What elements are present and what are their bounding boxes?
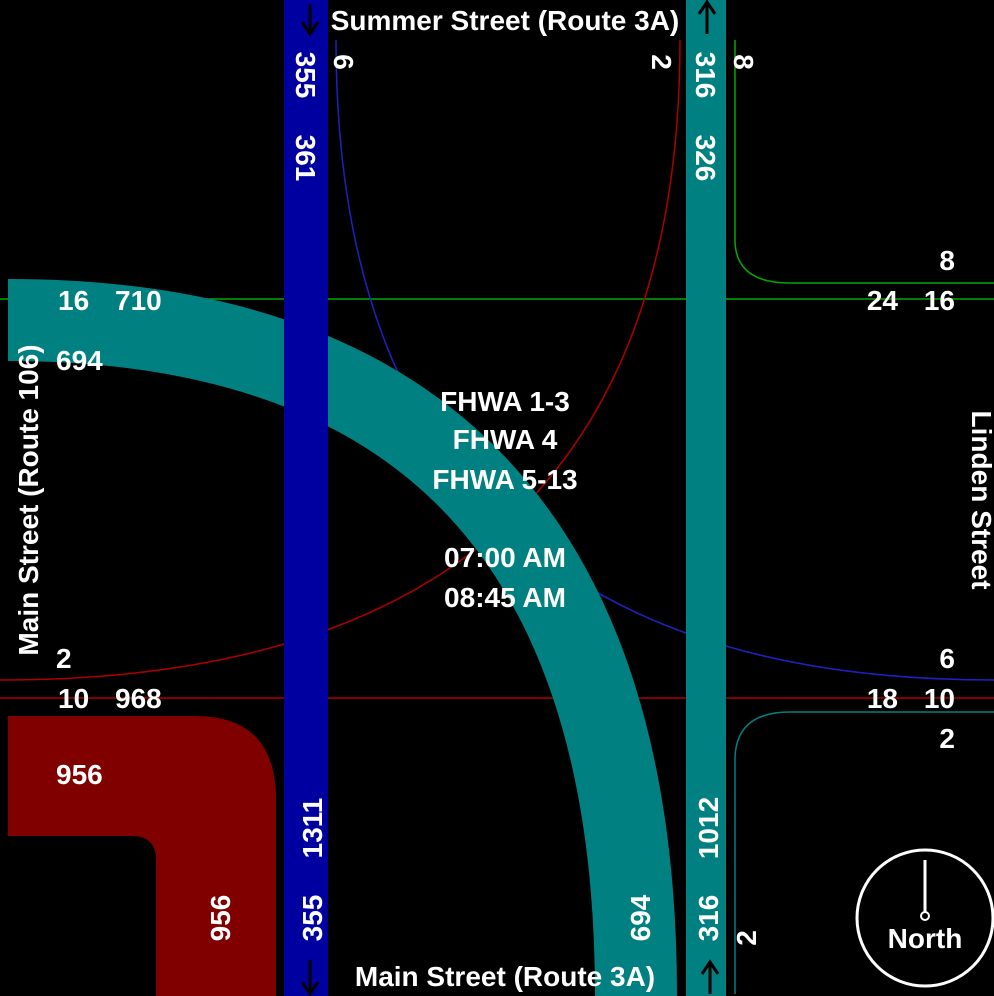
west-curve-in: 694 [56, 345, 103, 376]
north-left-small: 2 [646, 54, 677, 70]
street-label-east: Linden Street [966, 411, 994, 590]
street-label-south: Main Street (Route 3A) [355, 961, 655, 992]
west-bottom-total: 968 [115, 683, 162, 714]
teal-curve-band [7, 279, 677, 996]
arrow-down-icon [300, 4, 320, 37]
center-label-3: FHWA 5-13 [432, 464, 577, 495]
south-in-flow: 316 [693, 895, 724, 942]
north-out-flow: 355 [290, 52, 321, 99]
time-start: 07:00 AM [444, 542, 566, 573]
arrow-down-icon [300, 960, 320, 996]
blue-movement-curve [335, 39, 994, 681]
north-out-total: 361 [290, 135, 321, 182]
west-red-in: 956 [56, 759, 103, 790]
street-label-north: Summer Street (Route 3A) [331, 5, 680, 36]
east-top-a: 24 [867, 285, 899, 316]
center-label-1: FHWA 1-3 [440, 386, 570, 417]
east-bottom-lower: 2 [939, 723, 955, 754]
east-bottom-upper: 6 [939, 643, 955, 674]
north-in-extra: 8 [728, 54, 759, 70]
navy-vertical-band [284, 0, 328, 996]
east-top-b: 16 [924, 285, 955, 316]
north-in-total: 326 [690, 135, 721, 182]
street-label-west: Main Street (Route 106) [13, 344, 44, 655]
compass-label: North [888, 923, 963, 954]
north-compass-icon [855, 848, 994, 988]
north-in-flow: 316 [690, 52, 721, 99]
east-top-upper: 8 [939, 245, 955, 276]
arrow-up-icon [700, 959, 720, 994]
teal-curve-se [734, 711, 994, 994]
west-left-small: 16 [58, 285, 89, 316]
south-in-total: 1012 [693, 797, 724, 859]
time-end: 08:45 AM [444, 582, 566, 613]
teal-vertical-band [686, 0, 726, 996]
east-bottom-a: 18 [867, 683, 898, 714]
west-top-total: 710 [115, 285, 162, 316]
north-right-turn: 6 [328, 54, 359, 70]
green-curve-ne [734, 40, 994, 284]
south-through-total: 1311 [297, 798, 328, 859]
west-bottom-small-upper: 2 [56, 643, 72, 674]
maroon-band [8, 716, 276, 996]
east-bottom-b: 10 [924, 683, 955, 714]
center-label-2: FHWA 4 [453, 424, 558, 455]
west-red-out: 956 [205, 895, 236, 942]
south-through: 355 [297, 895, 328, 942]
arrow-up-icon [697, 0, 717, 34]
south-curve-flow: 694 [625, 894, 656, 941]
south-small: 2 [731, 930, 762, 946]
west-bottom-small: 10 [58, 683, 89, 714]
